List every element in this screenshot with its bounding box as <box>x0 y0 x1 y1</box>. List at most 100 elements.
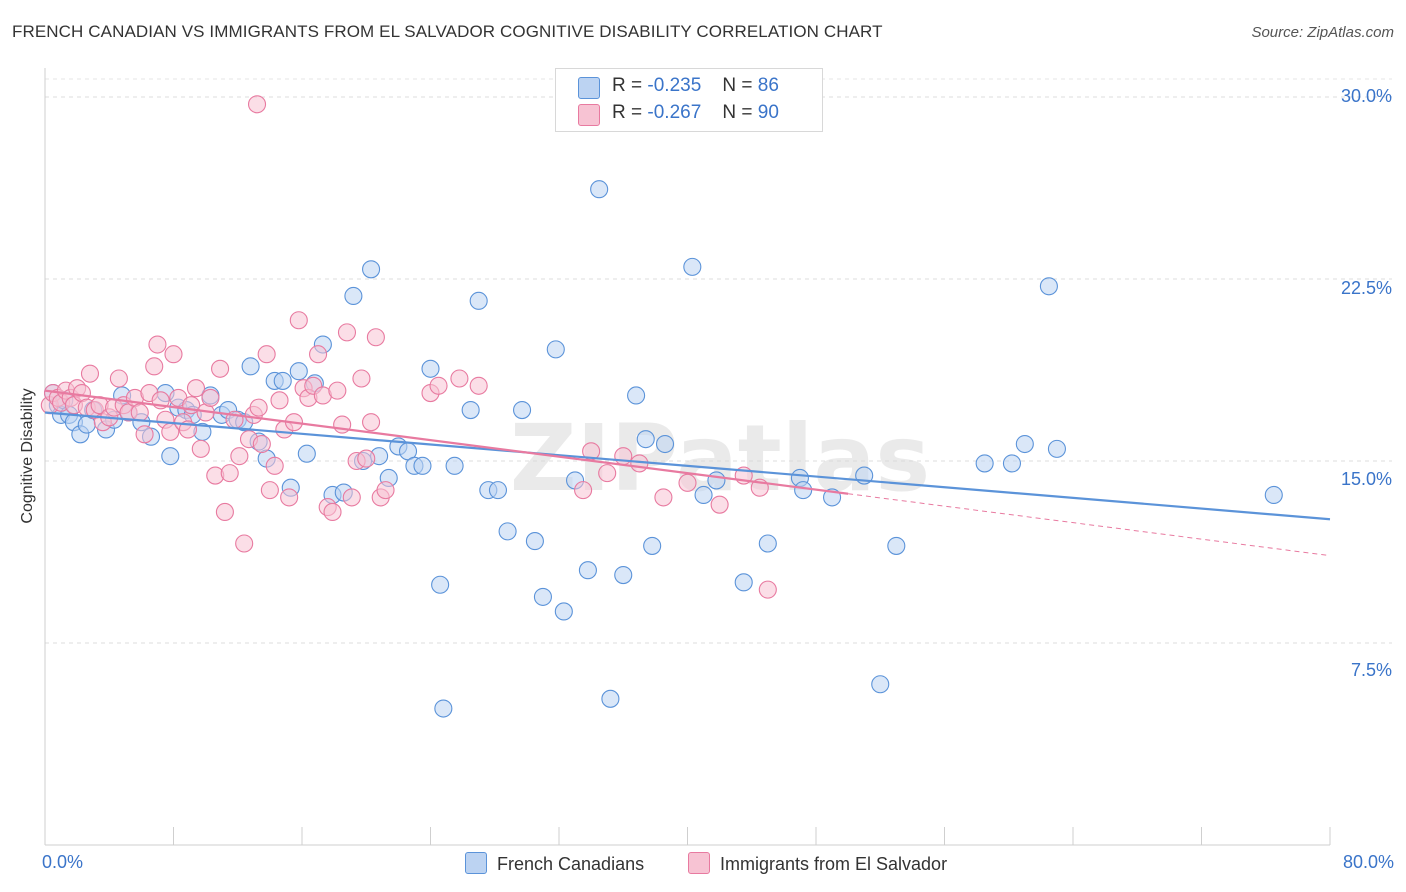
data-point <box>309 345 328 364</box>
data-point <box>601 689 620 708</box>
data-point <box>434 699 453 718</box>
data-point <box>574 481 593 500</box>
data-point <box>249 398 268 417</box>
data-point <box>643 536 662 555</box>
trend-line <box>44 411 1331 521</box>
n-label: N = <box>722 102 753 123</box>
data-point <box>421 359 440 378</box>
data-point <box>734 573 753 592</box>
data-point <box>342 488 361 507</box>
data-point <box>215 502 234 522</box>
data-point <box>533 587 552 606</box>
data-point <box>431 575 450 594</box>
data-point <box>1015 434 1034 454</box>
data-point <box>694 485 713 505</box>
data-point <box>498 522 517 541</box>
n-value: 90 <box>757 102 779 123</box>
data-point <box>598 464 617 483</box>
data-point <box>636 430 655 449</box>
data-point <box>445 456 464 475</box>
data-point <box>488 481 508 500</box>
data-point <box>148 335 167 354</box>
data-point <box>362 260 381 279</box>
data-point <box>161 447 180 466</box>
trend-lines <box>44 389 1331 557</box>
data-point <box>211 359 230 378</box>
data-point <box>164 345 183 364</box>
data-point <box>273 371 292 390</box>
data-point <box>191 439 210 458</box>
data-point <box>614 566 633 585</box>
data-point <box>710 495 729 514</box>
data-point <box>109 369 128 388</box>
data-point <box>546 340 565 359</box>
data-point <box>461 400 480 420</box>
data-point <box>357 449 376 468</box>
data-point <box>362 413 381 432</box>
legend-label: Immigrants from El Salvador <box>720 854 948 874</box>
data-point <box>257 345 276 364</box>
data-point <box>590 180 609 199</box>
data-point <box>280 488 299 507</box>
data-point <box>220 464 239 483</box>
n-label: N = <box>722 75 753 96</box>
legend-item-french-canadians: French Canadians <box>465 852 644 875</box>
data-point <box>289 311 308 330</box>
data-point <box>1047 439 1066 458</box>
axes <box>44 68 1331 846</box>
data-point <box>758 534 777 553</box>
data-point <box>469 291 488 310</box>
data-point <box>707 471 726 490</box>
data-point <box>525 532 544 551</box>
trend-line <box>44 389 849 495</box>
y-tick-label: 22.5% <box>1340 278 1392 298</box>
data-point <box>578 561 597 580</box>
data-point <box>678 473 697 492</box>
data-point <box>344 286 363 306</box>
data-point <box>252 434 271 454</box>
data-point <box>627 386 646 405</box>
data-point <box>186 379 206 398</box>
data-point <box>337 323 357 342</box>
data-point <box>469 376 488 395</box>
data-point <box>80 364 100 383</box>
trend-line-extension <box>848 493 1331 557</box>
data-point <box>554 602 573 621</box>
x-tick-label: 0.0% <box>42 852 84 872</box>
r-value: -0.267 <box>647 102 702 123</box>
legend-item-el-salvador: Immigrants from El Salvador <box>688 852 947 875</box>
data-point <box>247 95 267 114</box>
legend-swatch-blue <box>465 852 487 874</box>
data-point <box>975 454 994 473</box>
data-point <box>130 403 149 422</box>
chart-title: FRENCH CANADIAN VS IMMIGRANTS FROM EL SA… <box>12 22 883 41</box>
y-tick-label: 7.5% <box>1350 660 1392 680</box>
data-point <box>758 580 777 599</box>
r-label: R = <box>612 75 643 96</box>
r-label: R = <box>612 102 643 123</box>
data-point <box>241 357 260 376</box>
data-point <box>366 328 385 347</box>
data-point <box>289 362 308 381</box>
data-point <box>270 391 289 410</box>
data-point <box>265 456 284 475</box>
data-point <box>376 481 395 500</box>
source-label: Source: ZipAtlas.com <box>1251 24 1394 41</box>
data-point <box>297 444 316 463</box>
data-point <box>323 502 342 522</box>
data-point <box>235 534 254 553</box>
data-point <box>413 456 432 475</box>
correlation-legend: R = -0.235 N = 86 R = -0.267 N = 90 <box>555 68 823 132</box>
x-tick-label: 80.0% <box>1342 852 1394 872</box>
data-point <box>871 675 890 694</box>
data-point <box>683 257 702 276</box>
data-point <box>887 536 906 555</box>
data-point <box>352 369 371 388</box>
data-point <box>429 376 448 395</box>
data-point <box>328 381 347 400</box>
data-point <box>135 425 154 444</box>
data-point <box>654 488 673 507</box>
y-tick-label: 15.0% <box>1340 469 1392 489</box>
legend-label: French Canadians <box>497 854 645 874</box>
